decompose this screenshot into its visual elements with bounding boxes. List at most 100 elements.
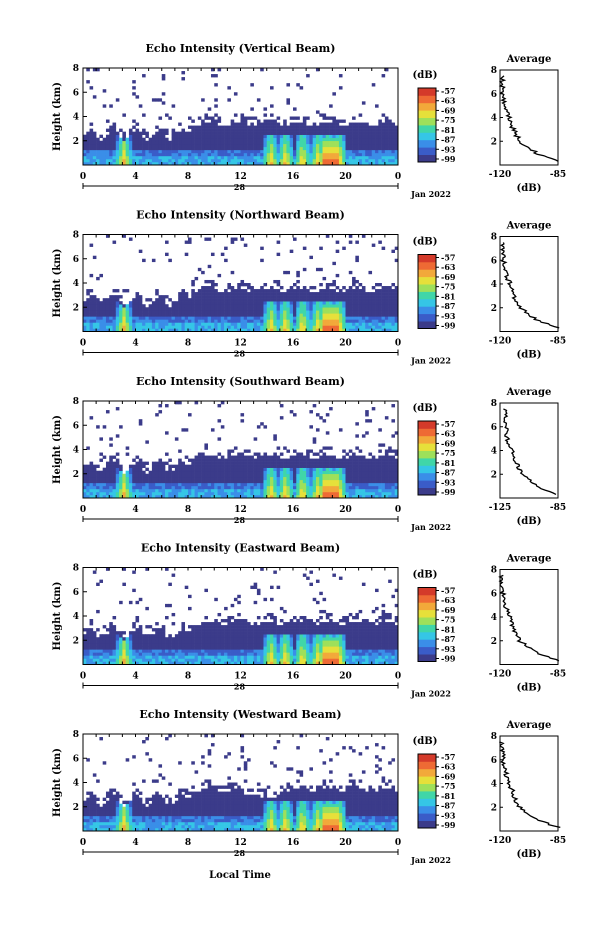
heatmap-cell [109,476,113,481]
heatmap-cell [109,640,113,644]
heatmap-cell [283,491,287,496]
heatmap-cell [289,479,294,484]
heatmap-cell [99,301,103,305]
heatmap-cell [96,152,100,157]
heatmap-cell [240,328,245,332]
heatmap-cell [384,464,389,468]
heatmap-cell [338,295,343,299]
heatmap-cell [145,131,149,135]
heatmap-cell [161,494,166,499]
heatmap-cell [105,313,110,317]
heatmap-cell [332,289,336,293]
heatmap-cell [86,470,90,475]
heatmap-cell [217,646,222,650]
x-tick-label: 0 [395,339,401,349]
heatmap-cell [296,143,300,148]
heatmap-cell [260,131,264,135]
heatmap-cell [348,307,353,311]
heatmap-cell [342,479,346,484]
heatmap-cell [391,319,396,323]
heatmap-cell [128,643,133,647]
heatmap-cell [181,640,186,644]
heatmap-cell [109,464,113,468]
heatmap-cell [207,464,212,468]
heatmap-cell [214,640,218,644]
heatmap-cell [260,473,264,478]
heatmap-cell [194,473,199,478]
heatmap-cell [243,149,248,154]
heatmap-cell [217,313,222,317]
heatmap-cell [342,488,346,493]
heatmap-cell [335,322,340,326]
heatmap-cell [178,470,182,475]
heatmap-cell [158,652,163,656]
heatmap-cell [161,631,166,635]
heatmap-cell [224,476,228,481]
heatmap-cell [112,155,117,160]
heatmap-cell [283,319,287,323]
heatmap-cell [138,328,143,332]
heatmap-cell [378,137,382,142]
heatmap-cell [256,140,261,145]
heatmap-cell [151,488,156,493]
heatmap-cell [99,482,103,487]
heatmap-cell [122,137,126,142]
heatmap-cell [155,325,159,329]
heatmap-cell [210,161,215,166]
heatmap-cell [105,470,110,475]
heatmap-cell [237,476,241,481]
heatmap-cell [96,301,100,305]
heatmap-cell [96,325,100,329]
heatmap-cell [309,425,313,429]
heatmap-cell [391,298,396,302]
heatmap-cell [138,464,143,468]
heatmap-cell [197,452,202,456]
heatmap-cell [135,619,140,623]
heatmap-cell [230,137,235,142]
heatmap-cell [181,295,186,299]
heatmap-cell [243,140,248,145]
heatmap-cell [105,152,110,157]
heatmap-cell [256,452,261,456]
heatmap-cell [342,310,346,314]
heatmap-cell [325,491,330,496]
heatmap-cell [325,455,330,459]
heatmap-cell [325,149,330,154]
heatmap-cell [237,298,241,302]
heatmap-cell [89,161,94,166]
heatmap-cell [132,161,136,166]
heatmap-cell [194,276,199,281]
heatmap-cell [148,319,153,323]
heatmap-cell [299,467,304,472]
heatmap-cell [302,319,307,323]
heatmap-cell [247,149,251,154]
heatmap-cell [217,643,222,647]
heatmap-cell [322,289,327,293]
heatmap-cell [230,304,235,308]
heatmap-cell [214,628,218,632]
colorbar-swatch [418,465,436,474]
heatmap-cell [394,128,399,132]
heatmap-cell [227,292,231,296]
heatmap-cell [132,86,136,90]
heatmap-cell [322,161,327,166]
heatmap-cell [99,661,103,665]
heatmap-cell [263,137,268,142]
heatmap-cell [92,652,97,656]
heatmap-cell [237,161,241,166]
heatmap-cell [161,640,166,644]
heatmap-cell [240,494,245,499]
heatmap-cell [204,316,208,320]
heatmap-cell [355,158,359,163]
heatmap-cell [83,470,87,475]
heatmap-cell [283,131,287,135]
heatmap-cell [332,310,336,314]
heatmap-cell [122,313,126,317]
heatmap-cell [112,134,117,139]
heatmap-cell [358,128,363,132]
heatmap-cell [391,325,396,329]
heatmap-cell [312,158,317,163]
heatmap-cell [132,149,136,154]
heatmap-cell [338,494,343,499]
heatmap-cell [375,494,379,499]
